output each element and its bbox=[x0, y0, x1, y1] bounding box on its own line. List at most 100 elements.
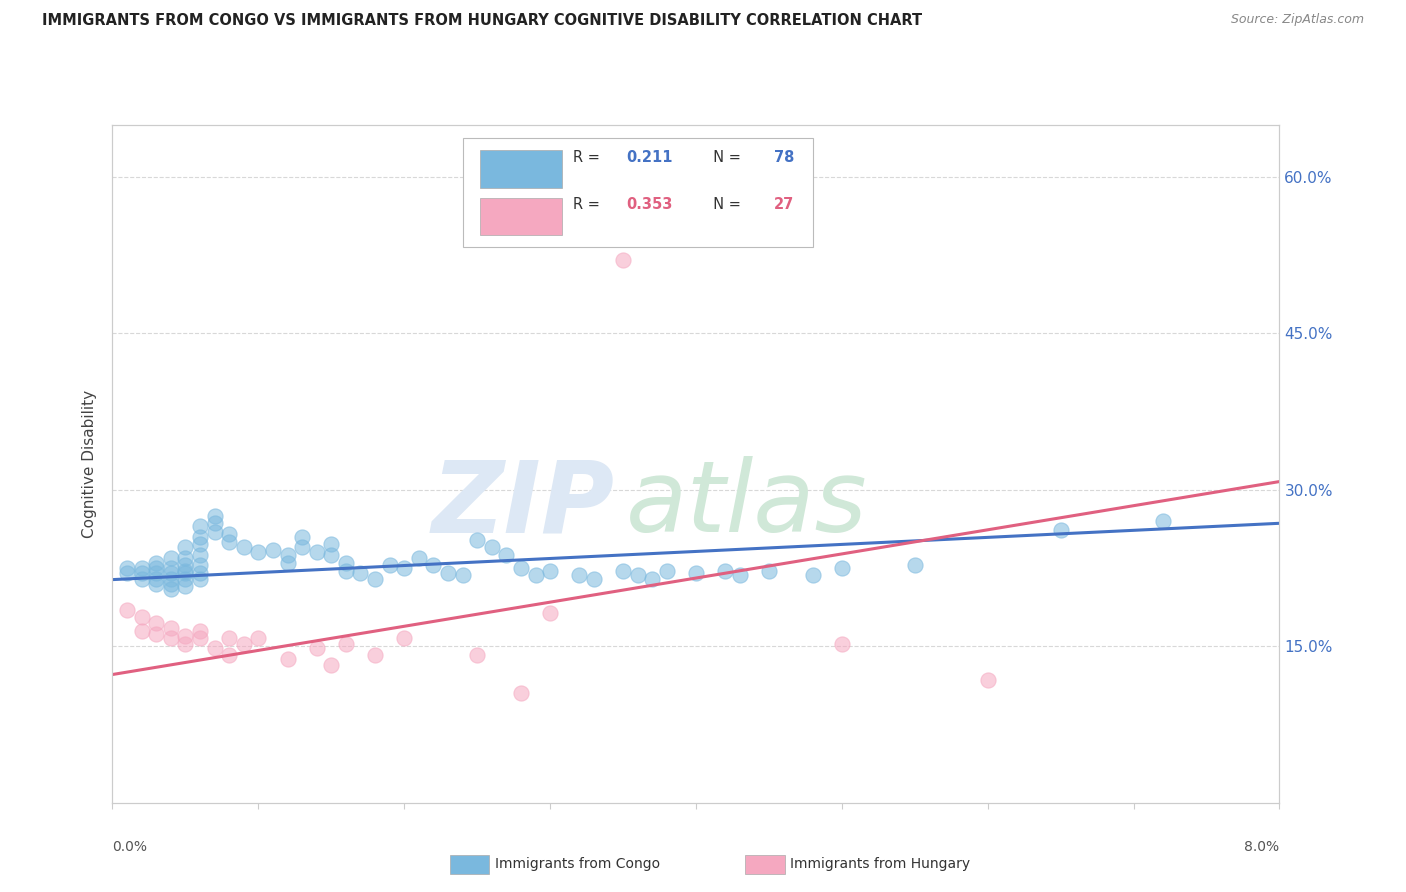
Point bbox=[291, 541, 314, 555]
Point bbox=[145, 566, 167, 581]
Point bbox=[364, 648, 387, 662]
Point bbox=[145, 556, 167, 570]
Text: N =: N = bbox=[704, 150, 745, 165]
Point bbox=[321, 537, 343, 551]
Point bbox=[612, 253, 634, 268]
Point bbox=[218, 526, 240, 541]
Point bbox=[115, 566, 138, 581]
Point bbox=[160, 566, 183, 581]
Text: 8.0%: 8.0% bbox=[1244, 840, 1279, 854]
Point bbox=[831, 637, 853, 651]
Point bbox=[204, 641, 226, 656]
Text: 78: 78 bbox=[775, 150, 794, 165]
Point bbox=[174, 572, 197, 586]
Point bbox=[641, 572, 664, 586]
Point bbox=[145, 561, 167, 575]
Point bbox=[335, 556, 357, 570]
Point bbox=[276, 556, 298, 570]
Point bbox=[626, 568, 648, 582]
Point bbox=[1049, 523, 1071, 537]
Point bbox=[655, 564, 678, 578]
Point bbox=[378, 558, 401, 572]
Point bbox=[160, 631, 183, 645]
Point bbox=[465, 533, 488, 547]
Point bbox=[174, 629, 197, 643]
Point bbox=[276, 548, 298, 562]
FancyBboxPatch shape bbox=[463, 138, 813, 247]
Point bbox=[305, 641, 328, 656]
Point bbox=[495, 548, 517, 562]
Point bbox=[145, 576, 167, 591]
Point bbox=[174, 541, 197, 555]
Text: atlas: atlas bbox=[626, 456, 868, 553]
Point bbox=[904, 558, 927, 572]
Point bbox=[204, 516, 226, 531]
Point bbox=[321, 658, 343, 673]
FancyBboxPatch shape bbox=[479, 151, 562, 187]
Text: 0.353: 0.353 bbox=[626, 197, 672, 212]
Point bbox=[685, 566, 707, 581]
Point bbox=[145, 572, 167, 586]
Point bbox=[160, 576, 183, 591]
Point bbox=[174, 637, 197, 651]
Point bbox=[218, 648, 240, 662]
Point bbox=[612, 564, 634, 578]
Point bbox=[131, 572, 153, 586]
Point bbox=[392, 631, 416, 645]
Point bbox=[160, 572, 183, 586]
Point bbox=[481, 541, 503, 555]
Point bbox=[145, 616, 167, 631]
Point bbox=[174, 579, 197, 593]
Point bbox=[247, 631, 270, 645]
Point bbox=[655, 199, 678, 213]
Point bbox=[465, 648, 488, 662]
Point bbox=[364, 572, 387, 586]
Point bbox=[758, 564, 780, 578]
Point bbox=[349, 566, 371, 581]
Point bbox=[174, 550, 197, 565]
Point bbox=[131, 561, 153, 575]
Point bbox=[188, 548, 211, 562]
Point bbox=[276, 652, 298, 666]
Point bbox=[335, 637, 357, 651]
Point bbox=[1152, 514, 1174, 528]
Text: 27: 27 bbox=[775, 197, 794, 212]
Point bbox=[422, 558, 444, 572]
Text: N =: N = bbox=[704, 197, 745, 212]
Point bbox=[188, 566, 211, 581]
Point bbox=[160, 561, 183, 575]
Point bbox=[232, 637, 254, 651]
Point bbox=[115, 561, 138, 575]
Point bbox=[335, 564, 357, 578]
Point bbox=[801, 568, 824, 582]
Point bbox=[728, 568, 751, 582]
Point bbox=[160, 582, 183, 596]
Point bbox=[538, 564, 561, 578]
Point bbox=[509, 561, 531, 575]
Point bbox=[509, 686, 531, 700]
Point bbox=[115, 603, 138, 617]
Point bbox=[188, 558, 211, 572]
Point bbox=[188, 519, 211, 533]
Point bbox=[714, 564, 737, 578]
Point bbox=[131, 610, 153, 624]
Text: 0.211: 0.211 bbox=[626, 150, 672, 165]
Point bbox=[188, 537, 211, 551]
FancyBboxPatch shape bbox=[479, 198, 562, 235]
Point bbox=[582, 572, 605, 586]
Point bbox=[188, 631, 211, 645]
Point bbox=[174, 564, 197, 578]
Point bbox=[976, 673, 998, 687]
Point bbox=[437, 566, 460, 581]
Point bbox=[451, 568, 474, 582]
Point bbox=[538, 606, 561, 620]
Point bbox=[232, 541, 254, 555]
Point bbox=[174, 566, 197, 581]
Point bbox=[174, 558, 197, 572]
Text: ZIP: ZIP bbox=[432, 456, 614, 553]
Point bbox=[204, 524, 226, 539]
Point bbox=[262, 543, 284, 558]
Text: R =: R = bbox=[574, 197, 605, 212]
Point bbox=[392, 561, 416, 575]
Text: Immigrants from Hungary: Immigrants from Hungary bbox=[790, 857, 970, 871]
